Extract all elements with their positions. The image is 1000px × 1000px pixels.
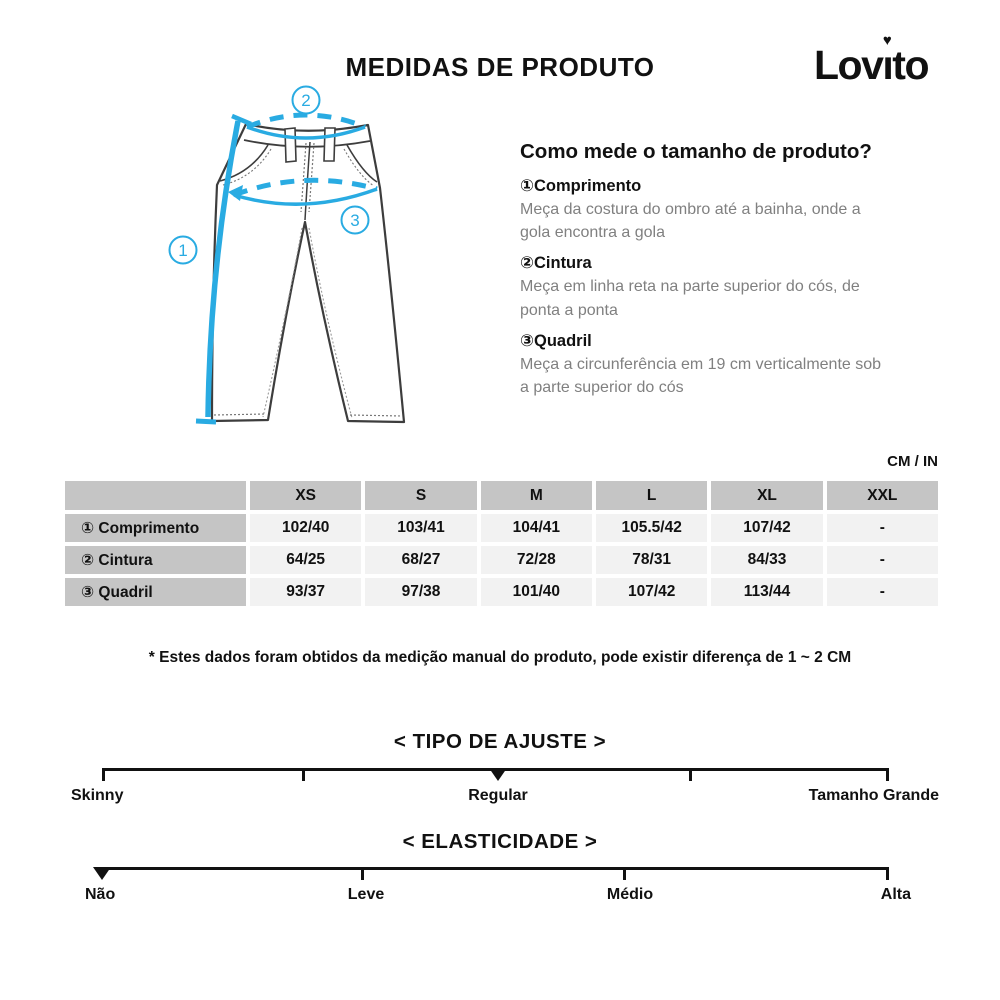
col-header-l: L [596, 481, 708, 510]
value-quadril-m: 101/40 [480, 578, 592, 606]
belt-loop-left [284, 127, 297, 163]
fit-type-title: < TIPO DE AJUSTE > [393, 730, 607, 753]
marker-circle-1 [168, 235, 198, 265]
elasticity-scale [93, 867, 889, 880]
marker-circle-3 [340, 205, 370, 235]
jeans-outline [210, 122, 406, 424]
value-comprimento-l: 105.5/42 [596, 514, 708, 542]
value-cintura-xs: 64/25 [250, 546, 362, 574]
hip-measure-arrow [228, 185, 243, 201]
elasticity-label-nao: Não [85, 886, 116, 903]
brand-text-pre: Lov [813, 42, 884, 88]
row-label-comprimento: ① Comprimento [65, 514, 246, 542]
page-title: MEDIDAS DE PRODUTO [345, 52, 655, 82]
elasticity-label-leve: Leve [347, 886, 385, 903]
value-comprimento-xs: 102/40 [250, 514, 362, 542]
col-header-s: S [365, 481, 477, 510]
value-quadril-s: 97/38 [365, 578, 477, 606]
fit-scale-tick-end [886, 768, 889, 781]
value-quadril-xs: 93/37 [250, 578, 362, 606]
brand-logo: Lovı ♥ to [813, 32, 930, 89]
value-cintura-l: 78/31 [596, 546, 708, 574]
fit-scale-tick-quarter [302, 768, 305, 781]
fly-seam [304, 141, 311, 221]
fit-scale-tick-threequarter [689, 768, 692, 781]
hip-measure-dashed [233, 177, 378, 198]
elasticity-label-alta: Alta [880, 886, 911, 903]
pants-measurement-diagram: 1 2 3 [150, 85, 480, 445]
waist-measure-dashed [246, 112, 366, 130]
length-measure-line [205, 120, 241, 418]
marker-number-2: 2 [301, 91, 310, 110]
measurement-disclaimer: * Estes dados foram obtidos da medição m… [148, 649, 852, 666]
value-quadril-xl: 113/44 [711, 578, 823, 606]
waistband-line [243, 139, 371, 148]
pants-illustration: 1 2 3 [168, 85, 406, 425]
guide-item-comprimento-desc: Meça da costura do ombro até a bainha, o… [520, 201, 861, 242]
guide-item-cintura-desc: Meça em linha reta na parte superior do … [520, 278, 860, 319]
brand-letter-i: ı ♥ [882, 32, 893, 88]
value-cintura-xl: 84/33 [711, 546, 823, 574]
hem-stitch-right [349, 414, 403, 417]
heart-icon: ♥ [882, 32, 892, 49]
value-quadril-l: 107/42 [596, 578, 708, 606]
guide-item-quadril-title: ③Quadril [520, 331, 592, 350]
value-cintura-xxl: - [826, 546, 938, 574]
length-measure-cap-bottom [195, 418, 217, 425]
value-quadril-xxl: - [826, 578, 938, 606]
fit-type-scale [102, 768, 889, 781]
pocket-right-stitch [343, 148, 375, 187]
waist-measure-solid [246, 125, 366, 140]
fit-scale-marker-icon [489, 768, 507, 781]
hem-stitch-left [213, 413, 267, 416]
guide-item-cintura-title: ②Cintura [520, 254, 592, 273]
col-header-xs: XS [250, 481, 362, 510]
elasticity-title: < ELASTICIDADE > [402, 830, 598, 853]
elasticity-label-medio: Médio [606, 886, 654, 903]
guide-item-comprimento-title: ①Comprimento [520, 177, 642, 195]
pocket-right [346, 144, 378, 183]
col-header-xxl: XXL [826, 481, 938, 510]
marker-number-1: 1 [178, 241, 187, 260]
guide-heading: Como mede o tamanho de produto? [520, 140, 872, 163]
inseam-stitch-left [262, 227, 303, 418]
col-header-m: M [480, 481, 592, 510]
marker-number-3: 3 [350, 211, 359, 230]
guide-item-quadril-desc: Meça a circunferência em 19 cm verticalm… [520, 355, 882, 396]
value-cintura-m: 72/28 [480, 546, 592, 574]
value-comprimento-xxl: - [826, 514, 938, 542]
hip-measure-solid [233, 187, 378, 206]
belt-loop-right [323, 127, 336, 162]
row-label-cintura: ② Cintura [65, 546, 246, 574]
col-header-xl: XL [711, 481, 823, 510]
fit-label-regular: Regular [468, 787, 528, 804]
fit-scale-tick-start [102, 768, 105, 781]
fit-label-skinny: Skinny [71, 787, 124, 804]
table-corner-cell [65, 481, 246, 510]
length-measure-cap-top [231, 113, 252, 127]
marker-circle-2 [291, 85, 321, 115]
value-comprimento-m: 104/41 [480, 514, 592, 542]
value-comprimento-xl: 107/42 [711, 514, 823, 542]
unit-label: CM / IN [887, 453, 938, 470]
measuring-guide: Como mede o tamanho de produto? ①Comprim… [520, 140, 888, 399]
fit-label-tamanho-grande: Tamanho Grande [808, 787, 939, 804]
elasticity-marker-icon [93, 867, 111, 880]
elasticity-tick-end [886, 867, 889, 880]
elasticity-tick-third [361, 867, 364, 880]
value-cintura-s: 68/27 [365, 546, 477, 574]
size-table: XS S M L XL XXL ① Comprimento 102/40 103… [65, 481, 938, 606]
elasticity-tick-twothird [623, 867, 626, 880]
brand-text-post: to [892, 42, 929, 88]
row-label-quadril: ③ Quadril [65, 578, 246, 606]
value-comprimento-s: 103/41 [365, 514, 477, 542]
